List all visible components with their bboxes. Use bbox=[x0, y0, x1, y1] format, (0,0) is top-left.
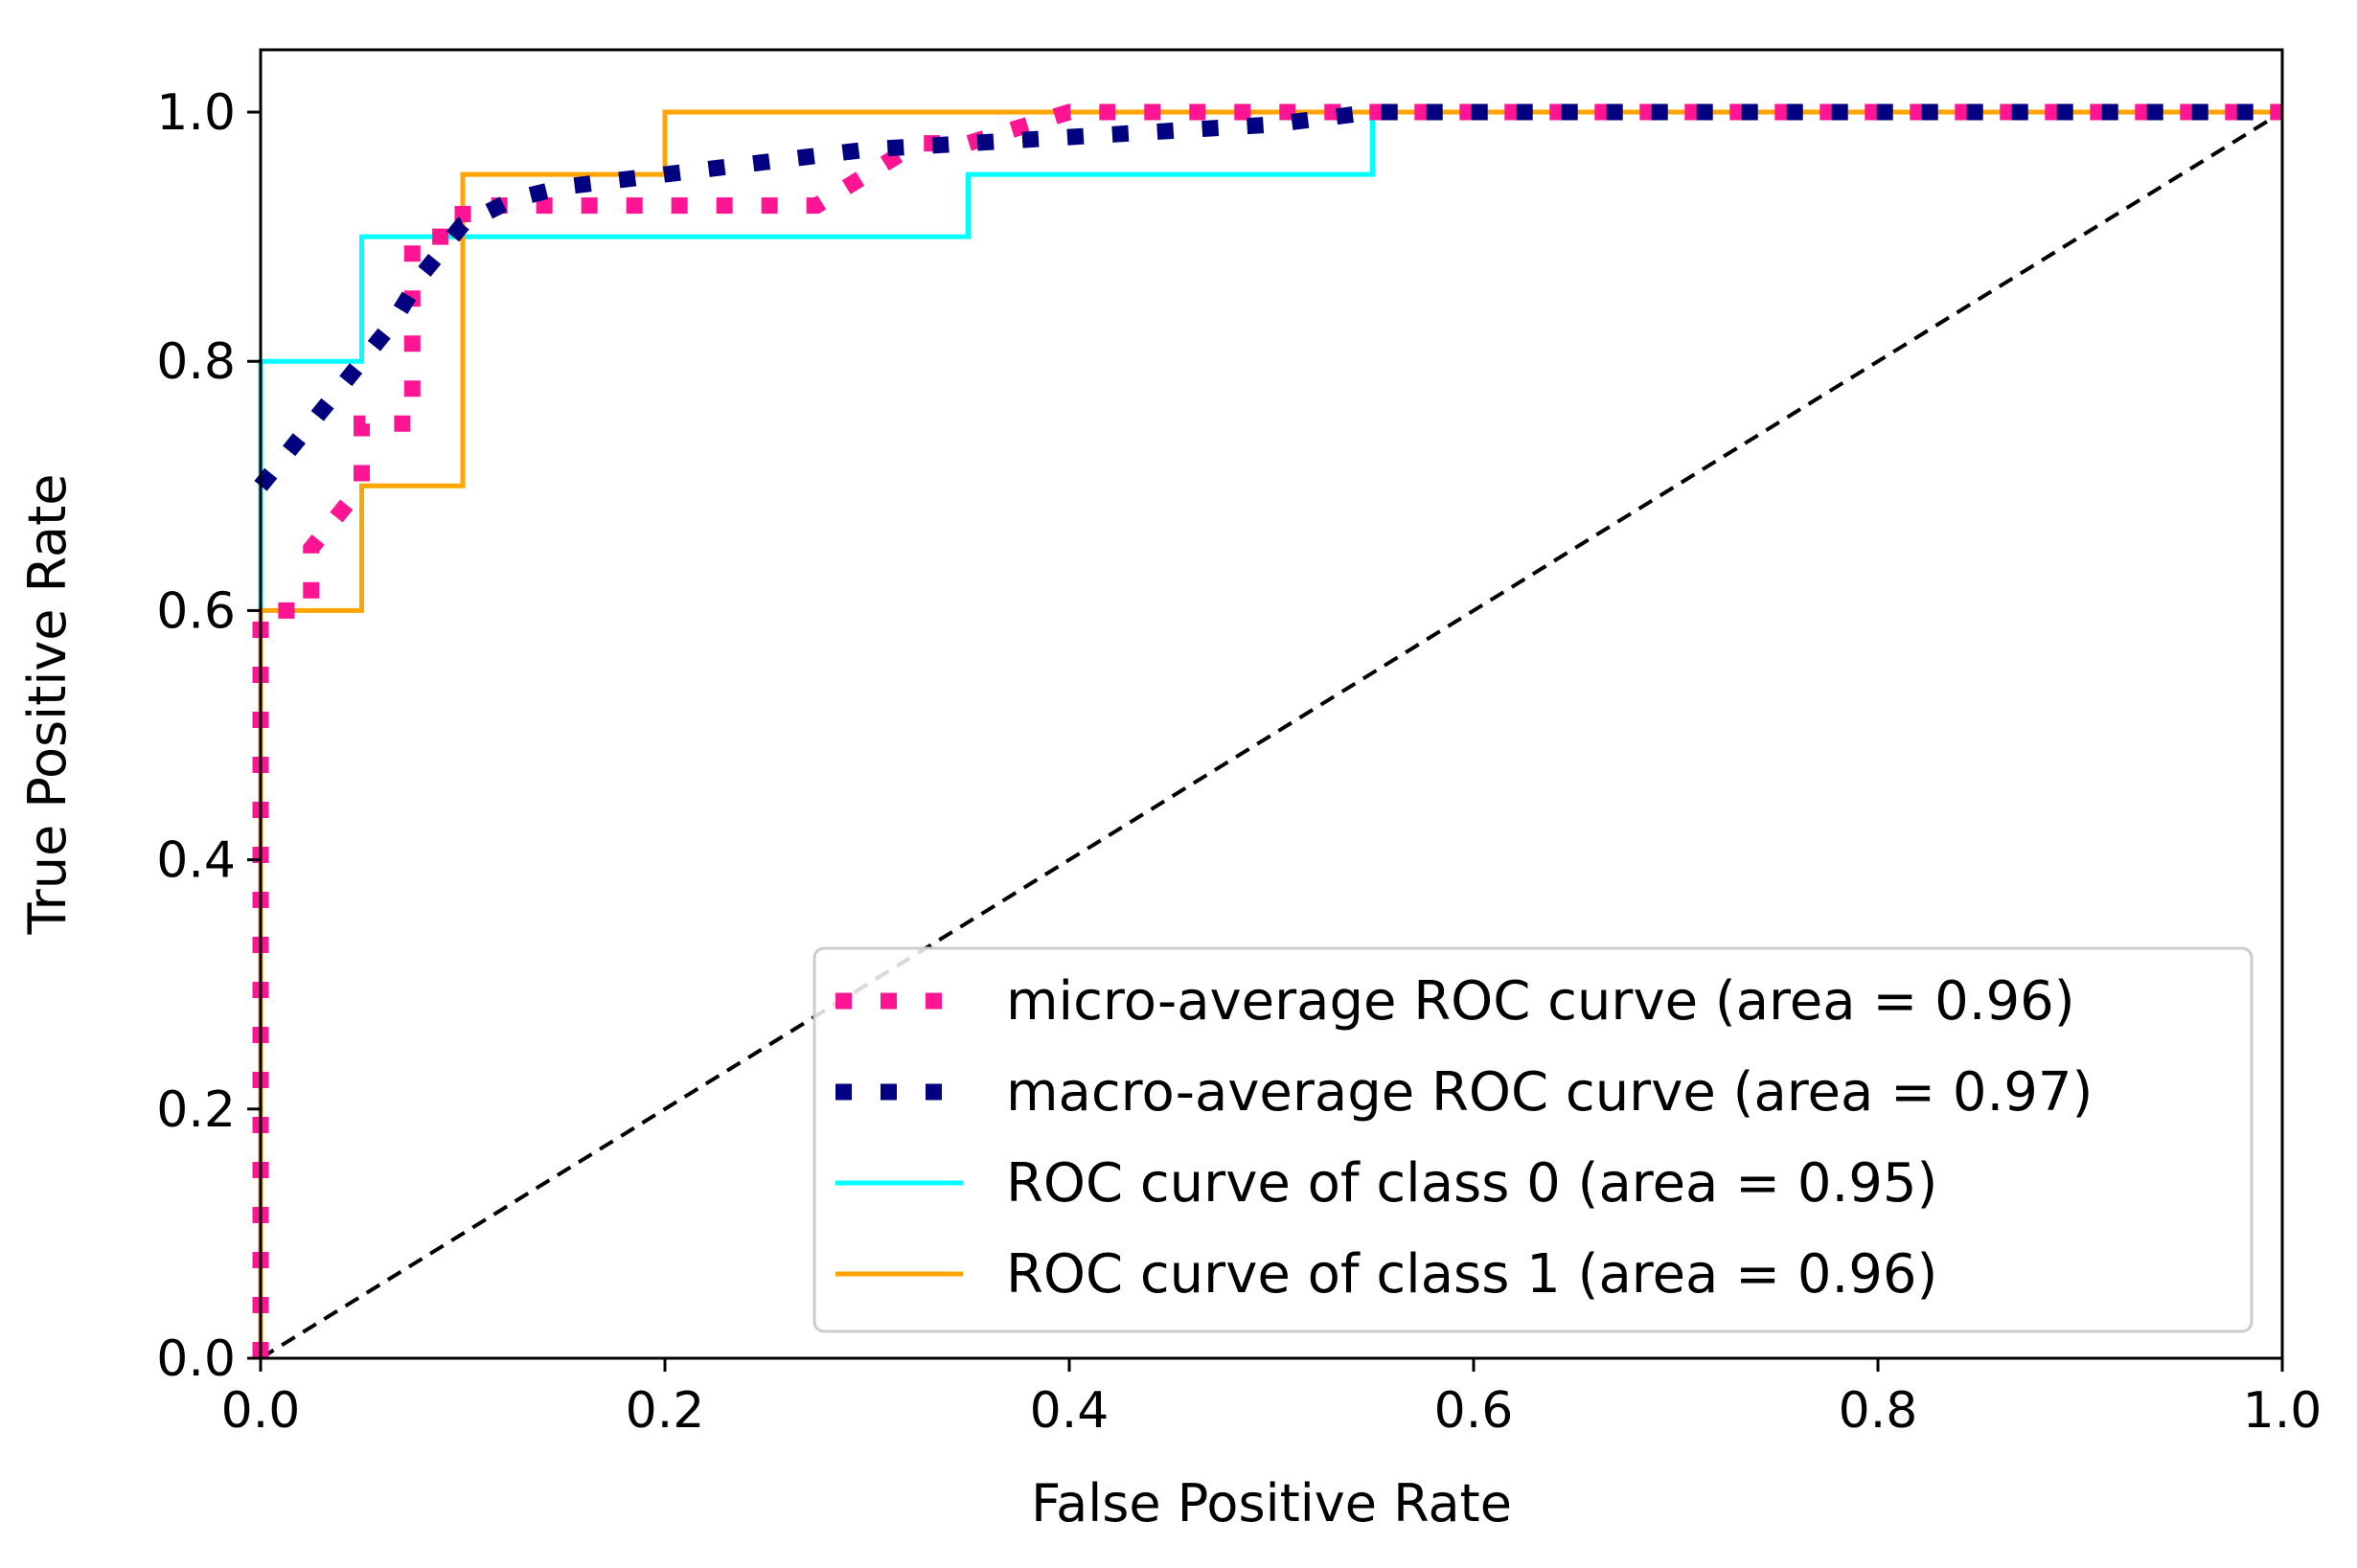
ticks-layer: 0.0 0.2 0.4 0.6 0.8 1.0 0.0 0.2 0.4 0.6 0.8 1.0 bbox=[156, 84, 2322, 1440]
y-tick-label: 1.0 bbox=[156, 84, 236, 142]
legend-label-0: micro-average ROC curve (area = 0.96) bbox=[1006, 970, 2075, 1033]
legend-label-2: ROC curve of class 0 (area = 0.95) bbox=[1006, 1152, 1937, 1215]
y-tick-label: 0.2 bbox=[156, 1081, 236, 1139]
x-tick-label: 0.4 bbox=[1030, 1382, 1110, 1440]
plot-layer bbox=[252, 103, 2284, 1360]
legend-label-1: macro-average ROC curve (area = 0.97) bbox=[1006, 1061, 2093, 1124]
plot-frame bbox=[259, 48, 2284, 1360]
y-tick-label: 0.0 bbox=[156, 1330, 236, 1388]
x-axis-label: False Positive Rate bbox=[1031, 1473, 1512, 1534]
legend-label-3: ROC curve of class 1 (area = 0.96) bbox=[1006, 1243, 1937, 1306]
series-line-0 bbox=[252, 103, 2282, 1358]
chance-diagonal-line bbox=[259, 110, 2284, 1360]
y-axis-label: True Positive Rate bbox=[17, 473, 78, 935]
x-tick-label: 0.0 bbox=[221, 1382, 301, 1440]
series-line-2 bbox=[258, 109, 2282, 1358]
legend: micro-average ROC curve (area = 0.96) mac… bbox=[812, 946, 2254, 1333]
x-tick-label: 1.0 bbox=[2243, 1382, 2323, 1440]
legend-box bbox=[812, 946, 2254, 1333]
series-line-1 bbox=[254, 103, 2282, 491]
y-tick-label: 0.8 bbox=[156, 333, 236, 391]
y-tick-label: 0.6 bbox=[156, 582, 236, 640]
x-tick-label: 0.2 bbox=[626, 1382, 705, 1440]
y-tick-label: 0.4 bbox=[156, 832, 236, 890]
x-tick-label: 0.8 bbox=[1839, 1382, 1918, 1440]
x-tick-label: 0.6 bbox=[1434, 1382, 1514, 1440]
